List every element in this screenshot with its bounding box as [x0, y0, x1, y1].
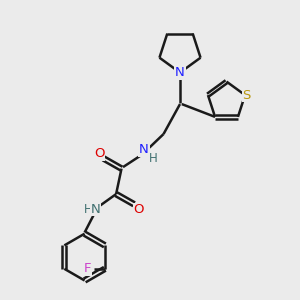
- Text: F: F: [84, 262, 92, 275]
- Text: N: N: [175, 66, 185, 79]
- Bar: [83, 265, 92, 273]
- Text: H: H: [148, 152, 158, 165]
- Bar: [135, 206, 143, 214]
- Bar: [91, 205, 100, 213]
- Bar: [95, 150, 103, 158]
- Text: O: O: [94, 147, 105, 160]
- Bar: [84, 205, 92, 213]
- Text: N: N: [91, 202, 100, 216]
- Bar: [175, 68, 185, 77]
- Bar: [140, 146, 148, 154]
- Text: H: H: [84, 202, 93, 216]
- Text: S: S: [242, 88, 251, 102]
- Bar: [242, 91, 251, 99]
- Text: N: N: [139, 143, 149, 156]
- Text: O: O: [134, 203, 144, 216]
